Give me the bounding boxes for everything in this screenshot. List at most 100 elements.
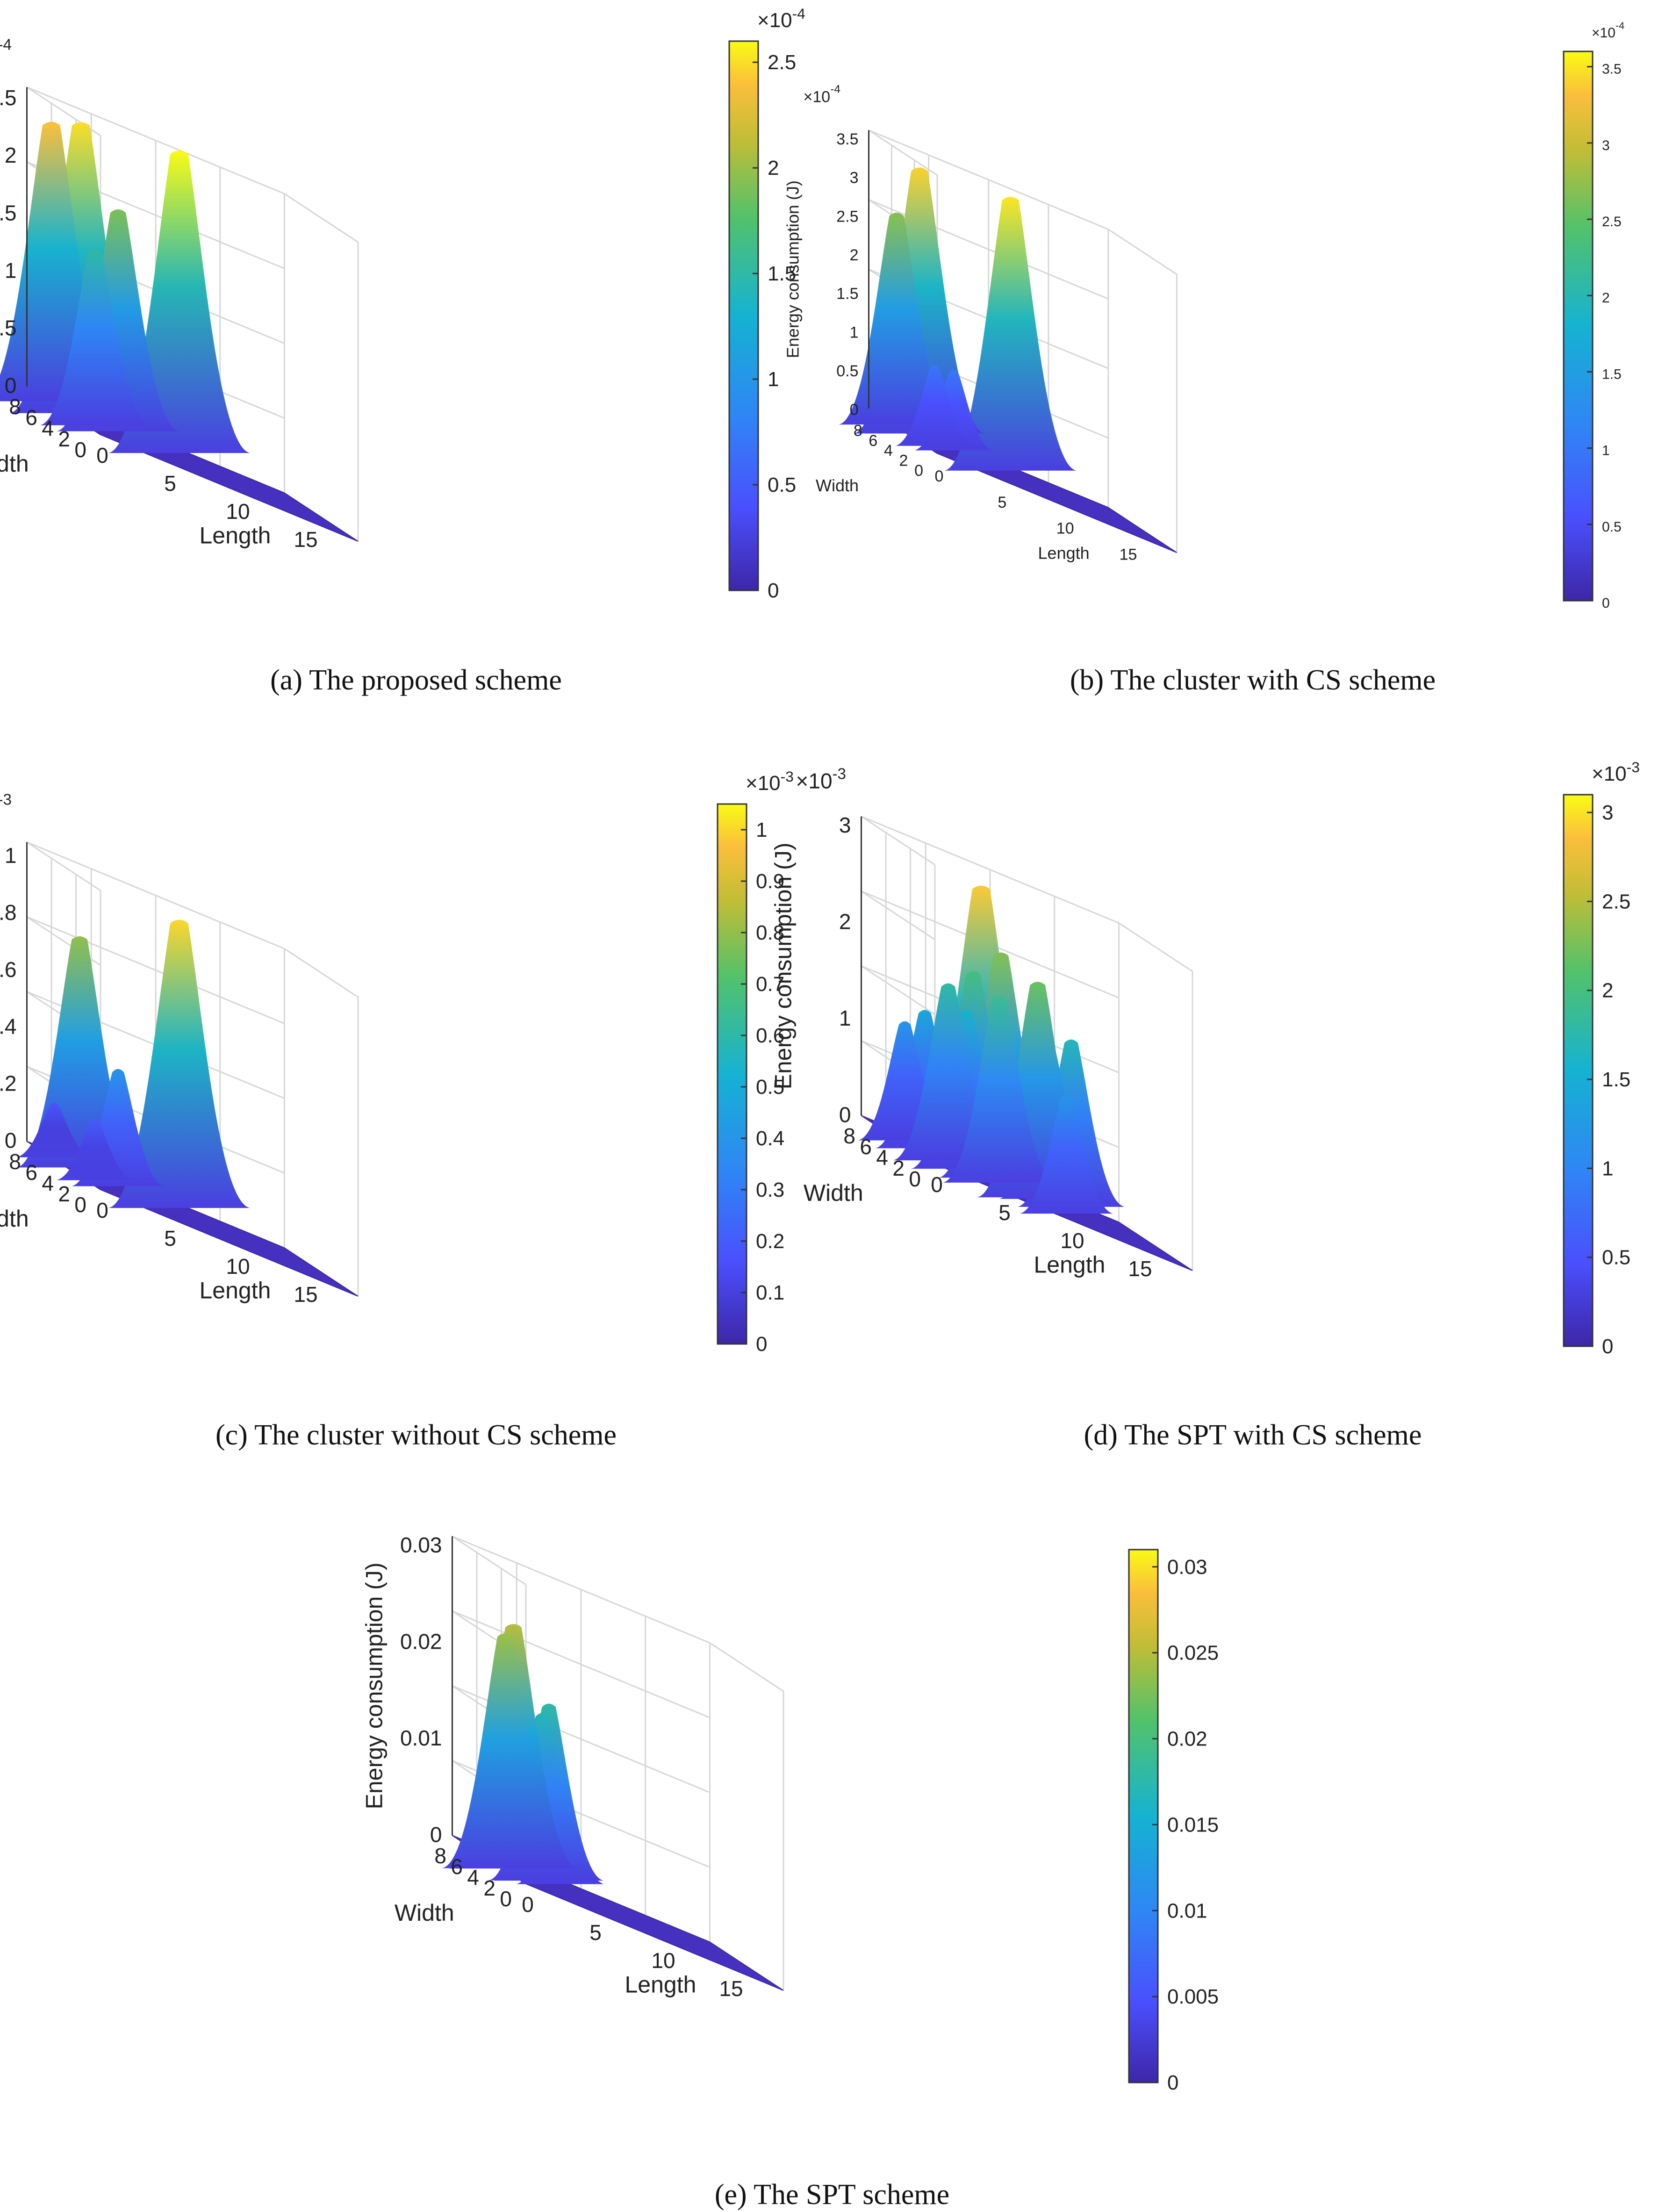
panel-caption: (a) The proposed scheme [270,664,562,696]
colorbar-tick-label: 0.005 [1167,1985,1219,2008]
colorbar-tick-label: 0.025 [1167,1642,1219,1665]
z-tick-label: 2 [5,143,17,167]
surface-peak [1020,1094,1113,1214]
grid-line [284,948,359,1296]
axes: 0 1 2 3 ×10-3 Energy consumption (J) 0 5 10 15 Len… [770,766,1152,1281]
x-tick-label: 5 [164,1226,176,1250]
x-tick-label: 15 [294,1282,317,1307]
z-tick-label: 1 [5,258,17,282]
colorbar-tick-label: 2.5 [1602,214,1622,230]
x-tick-label: 5 [589,1920,602,1945]
x-tick-label: 15 [294,527,317,552]
z-tick-label: 2 [850,246,859,264]
surface-peak [16,1103,92,1157]
y-tick-label: 0 [914,462,923,480]
colorbar: 0 0.5 1 1.5 2 2.5 3 ×10-3 [1563,759,1640,1358]
y-tick-label: 6 [25,1160,37,1185]
colorbar-tick-label: 0 [1602,1335,1613,1358]
colorbar-tick-label: 0.7 [756,973,784,996]
z-tick-label: 3 [839,813,851,837]
colorbar-tick-label: 0.9 [756,870,784,893]
z-exponent-label: ×10-4 [0,36,12,64]
x-axis-label: Length [199,1278,271,1304]
z-axis-label: Energy consumption (J) [361,1562,388,1809]
panel-caption: (e) The SPT scheme [715,2179,949,2211]
colorbar-tick-label: 1 [1602,443,1610,459]
y-axis-label: Width [0,451,29,477]
colorbar-exponent-label: ×10-4 [1592,20,1624,41]
axes: 0 0.5 1 1.5 2 2.5 3 3.5 ×10-4 Energy consumption … [783,83,1137,564]
z-tick-label: 0.2 [0,1071,17,1096]
axes: 0 0.01 0.02 0.03 Energy consumption (J) 0 5 10 1… [361,1533,743,2001]
colorbar: 0 0.5 1 1.5 2 2.5 3 3.5 ×10-4 [1563,20,1624,611]
x-tick-label: 5 [998,1200,1011,1225]
z-tick-label: 1.5 [836,285,858,303]
z-tick-label: 0.02 [400,1630,442,1654]
y-tick-label: 6 [860,1135,872,1159]
colorbar-tick-label: 0 [1167,2071,1178,2094]
colorbar-gradient [1563,50,1594,602]
colorbar-tick-label: 1 [768,368,779,391]
y-tick-label: 6 [451,1854,463,1879]
x-tick-label: 15 [1128,1257,1152,1281]
surface-peak [944,197,1077,471]
y-tick-label: 2 [483,1876,495,1900]
z-tick-label: 0 [850,401,859,419]
z-tick-label: 0.6 [0,957,17,982]
y-axis-label: Width [804,1180,863,1206]
z-axis-label: Energy consumption (J) [770,842,797,1089]
z-exponent-label: ×10-3 [0,791,12,819]
colorbar-tick-label: 0.02 [1167,1728,1207,1751]
y-tick-label: 4 [876,1145,888,1170]
z-tick-label: 2.5 [0,86,17,110]
y-tick-label: 4 [42,416,54,440]
colorbar-tick-label: 1 [1602,1157,1613,1180]
colorbar-tick-label: 0.01 [1167,1899,1207,1922]
colorbar-tick-label: 3 [1602,801,1613,824]
x-tick-label: 10 [651,1948,675,1973]
y-tick-label: 2 [899,452,908,470]
chart-panel-b: 0 0.5 1 1.5 2 2.5 3 3.5 ×10-4 Energy consumption … [783,20,1625,696]
colorbar-exponent-label: ×10-3 [1592,759,1640,785]
colorbar-tick-label: 0.2 [756,1230,784,1253]
colorbar-tick-label: 2 [768,157,779,180]
y-tick-label: 0 [74,438,86,462]
z-tick-label: 0.4 [0,1014,17,1039]
colorbar-exponent-label: ×10-4 [757,5,805,32]
x-tick-label: 15 [719,1976,743,2001]
colorbar-tick-label: 3.5 [1602,62,1622,77]
colorbar-tick-label: 0.8 [756,921,784,944]
x-axis-label: Length [625,1972,696,1998]
x-tick-label: 5 [164,471,176,496]
colorbar-tick-label: 2.5 [768,51,796,74]
y-tick-label: 6 [869,432,877,450]
colorbar-tick-label: 0.5 [1602,1246,1630,1269]
colorbar-tick-label: 0 [756,1333,767,1356]
y-axis-label: Width [816,476,859,495]
z-tick-label: 0.01 [400,1726,442,1750]
y-tick-label: 8 [434,1844,446,1868]
colorbar-tick-label: 1.5 [768,262,796,285]
colorbar: 0 0.005 0.01 0.015 0.02 0.025 0.03 [1128,1549,1219,2094]
surface-peak [839,212,955,425]
y-tick-label: 8 [854,422,862,439]
colorbar-tick-label: 0.1 [756,1281,784,1304]
z-tick-label: 0 [5,373,17,398]
grid-line [1118,922,1193,1271]
surface-peak [57,1120,133,1180]
x-tick-label: 15 [1120,546,1137,563]
colorbar-tick-label: 2.5 [1602,890,1630,913]
chart-panel-e: 0 0.01 0.02 0.03 Energy consumption (J) 0 5 10 1… [361,1533,1219,2211]
grid-line [284,193,359,541]
z-tick-label: 0.8 [0,900,17,925]
z-exponent-label: ×10-3 [796,766,846,793]
colorbar-gradient [1128,1549,1159,2083]
x-tick-label: 10 [226,1254,250,1278]
x-tick-label: 0 [935,467,944,485]
y-tick-label: 2 [892,1156,905,1180]
y-tick-label: 8 [9,1149,21,1174]
